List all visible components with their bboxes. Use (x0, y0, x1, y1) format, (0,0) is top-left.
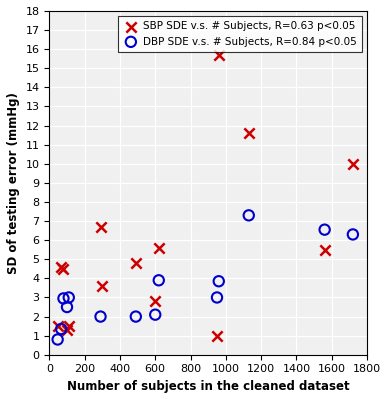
SBP SDE v.s. # Subjects, R=0.63 p<0.05 (66, 323, 72, 329)
SBP SDE v.s. # Subjects, R=0.63 p<0.05 (133, 260, 139, 266)
DBP SDE v.s. # Subjects, R=0.84 p<0.05 (64, 304, 70, 310)
SBP SDE v.s. # Subjects, R=0.63 p<0.05 (322, 246, 328, 253)
DBP SDE v.s. # Subjects, R=0.84 p<0.05 (216, 278, 222, 284)
DBP SDE v.s. # Subjects, R=0.84 p<0.05 (133, 313, 139, 320)
SBP SDE v.s. # Subjects, R=0.63 p<0.05 (97, 224, 104, 230)
DBP SDE v.s. # Subjects, R=0.84 p<0.05 (214, 294, 220, 301)
DBP SDE v.s. # Subjects, R=0.84 p<0.05 (55, 336, 61, 343)
DBP SDE v.s. # Subjects, R=0.84 p<0.05 (152, 312, 158, 318)
SBP SDE v.s. # Subjects, R=0.63 p<0.05 (58, 264, 64, 270)
DBP SDE v.s. # Subjects, R=0.84 p<0.05 (61, 295, 67, 302)
SBP SDE v.s. # Subjects, R=0.63 p<0.05 (246, 130, 252, 136)
SBP SDE v.s. # Subjects, R=0.63 p<0.05 (214, 332, 220, 339)
X-axis label: Number of subjects in the cleaned dataset: Number of subjects in the cleaned datase… (67, 380, 350, 393)
SBP SDE v.s. # Subjects, R=0.63 p<0.05 (64, 327, 70, 333)
SBP SDE v.s. # Subjects, R=0.63 p<0.05 (99, 283, 106, 289)
DBP SDE v.s. # Subjects, R=0.84 p<0.05 (322, 226, 328, 233)
DBP SDE v.s. # Subjects, R=0.84 p<0.05 (246, 212, 252, 218)
DBP SDE v.s. # Subjects, R=0.84 p<0.05 (156, 277, 162, 284)
SBP SDE v.s. # Subjects, R=0.63 p<0.05 (61, 266, 67, 272)
Legend: SBP SDE v.s. # Subjects, R=0.63 p<0.05, DBP SDE v.s. # Subjects, R=0.84 p<0.05: SBP SDE v.s. # Subjects, R=0.63 p<0.05, … (118, 16, 362, 52)
SBP SDE v.s. # Subjects, R=0.63 p<0.05 (350, 160, 356, 167)
DBP SDE v.s. # Subjects, R=0.84 p<0.05 (66, 294, 72, 301)
SBP SDE v.s. # Subjects, R=0.63 p<0.05 (152, 298, 158, 304)
SBP SDE v.s. # Subjects, R=0.63 p<0.05 (55, 323, 61, 329)
SBP SDE v.s. # Subjects, R=0.63 p<0.05 (216, 52, 222, 58)
DBP SDE v.s. # Subjects, R=0.84 p<0.05 (58, 326, 64, 332)
DBP SDE v.s. # Subjects, R=0.84 p<0.05 (97, 313, 104, 320)
Y-axis label: SD of testing error (mmHg): SD of testing error (mmHg) (7, 92, 20, 274)
SBP SDE v.s. # Subjects, R=0.63 p<0.05 (156, 245, 162, 251)
DBP SDE v.s. # Subjects, R=0.84 p<0.05 (350, 231, 356, 238)
